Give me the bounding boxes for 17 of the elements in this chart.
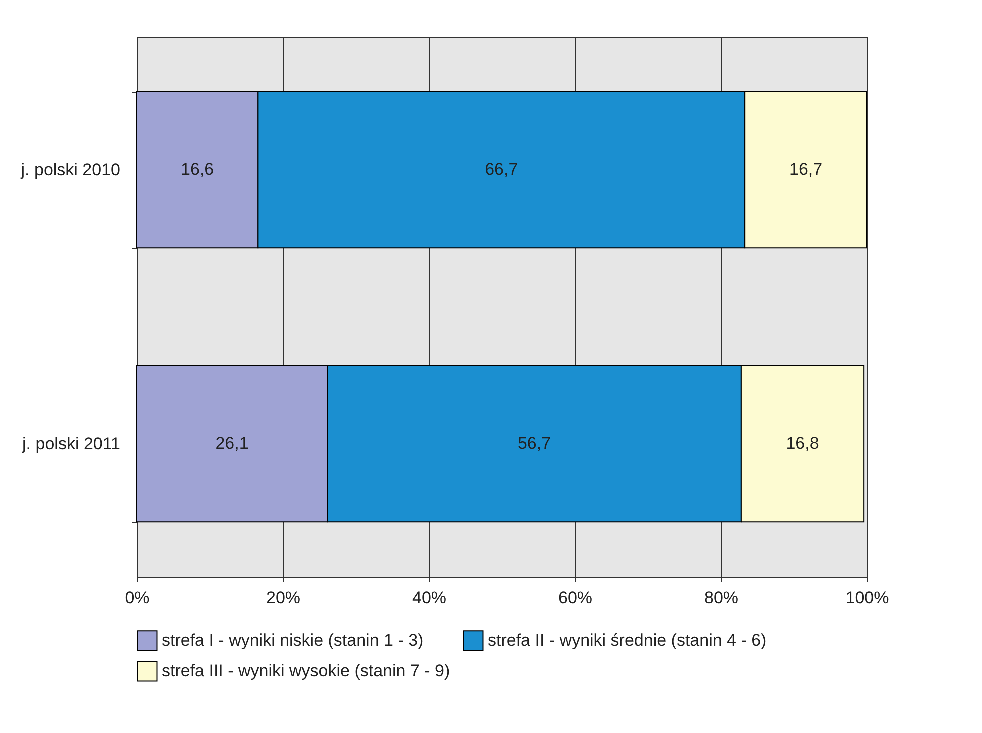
x-tick-label: 40% <box>412 588 447 608</box>
data-label: 26,1 <box>216 434 249 454</box>
x-tick-label: 60% <box>558 588 593 608</box>
data-label: 66,7 <box>485 160 518 179</box>
legend-label: strefa III - wyniki wysokie (stanin 7 - 9) <box>162 662 450 680</box>
x-tick-label: 20% <box>266 588 301 608</box>
legend-label: strefa I - wyniki niskie (stanin 1 - 3) <box>162 630 424 650</box>
x-tick-label: 100% <box>846 588 890 608</box>
data-label: 16,6 <box>181 160 214 179</box>
legend-label: strefa II - wyniki średnie (stanin 4 - 6) <box>488 630 767 650</box>
x-tick-label: 80% <box>704 588 739 608</box>
data-label: 56,7 <box>518 434 552 454</box>
y-tick-label: j. polski 2010 <box>20 160 120 180</box>
y-tick-label: j. polski 2011 <box>22 434 120 454</box>
data-label: 16,7 <box>790 160 823 179</box>
x-tick-label: 0% <box>125 588 150 608</box>
data-label: 16,8 <box>786 434 820 454</box>
